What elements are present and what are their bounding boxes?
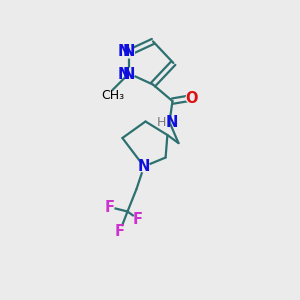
Text: H: H [156,116,166,129]
Text: F: F [115,224,125,238]
Text: F: F [133,212,143,226]
Text: F: F [104,200,115,214]
Circle shape [134,214,142,224]
Text: N: N [117,67,130,82]
Text: N: N [123,44,135,59]
Circle shape [124,68,134,79]
Text: N: N [117,44,130,59]
Text: O: O [185,91,197,106]
Text: CH₃: CH₃ [101,89,124,102]
Text: N: N [166,115,178,130]
Circle shape [116,226,124,236]
Circle shape [186,94,195,103]
Circle shape [105,202,114,211]
Text: N: N [123,67,135,82]
Circle shape [124,47,134,58]
Text: N: N [138,159,150,174]
Circle shape [139,161,149,172]
